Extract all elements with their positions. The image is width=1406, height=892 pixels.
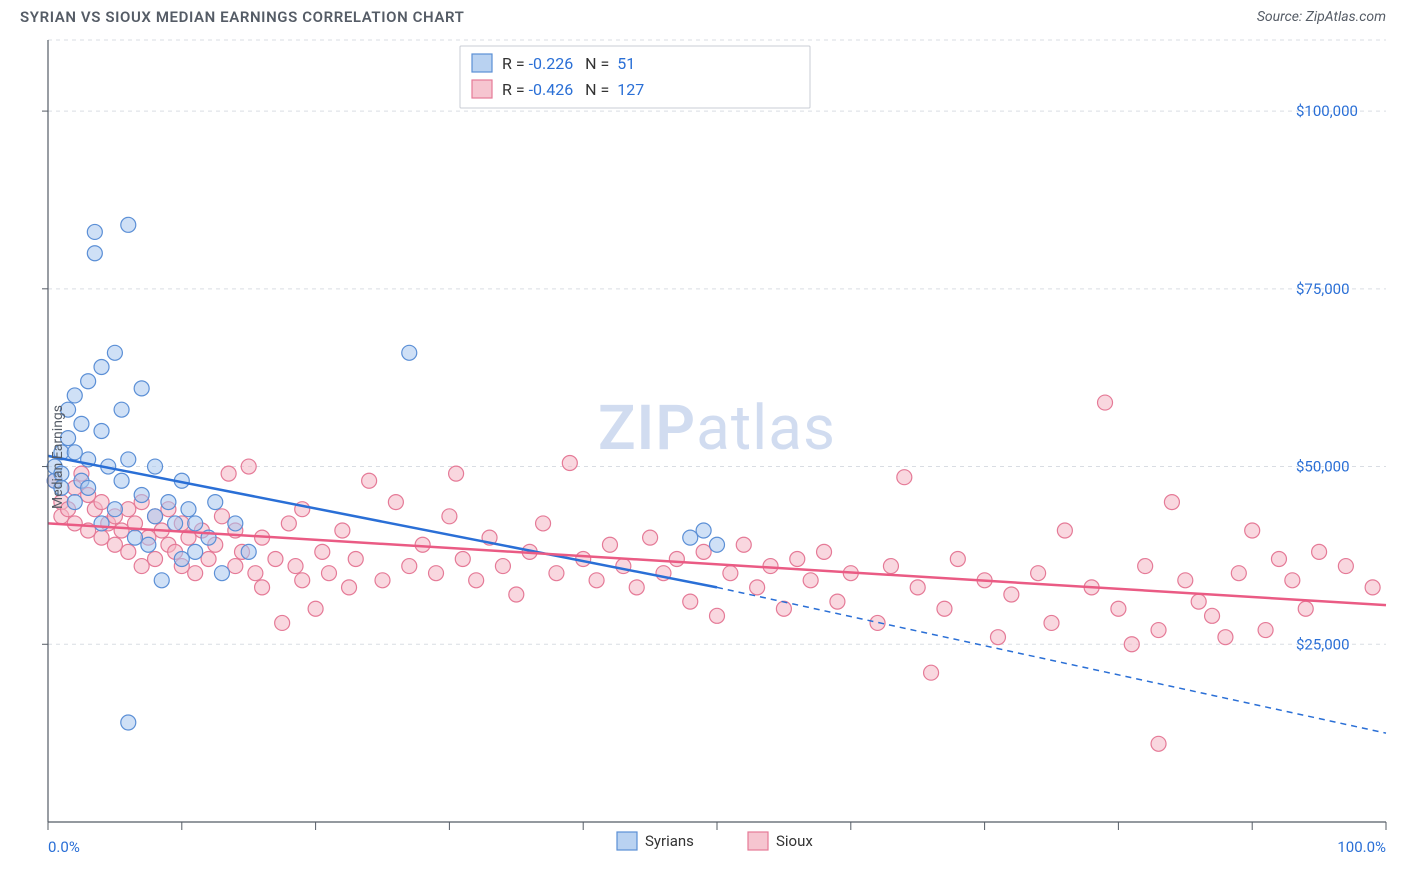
svg-text:R = -0.226 N = 51: R = -0.226 N = 51 (502, 54, 635, 73)
svg-text:$100,000: $100,000 (1296, 102, 1358, 120)
chart-title: SYRIAN VS SIOUX MEDIAN EARNINGS CORRELAT… (20, 8, 465, 26)
svg-text:$25,000: $25,000 (1296, 635, 1350, 653)
svg-text:ZIPatlas: ZIPatlas (598, 392, 836, 465)
svg-text:Sioux: Sioux (776, 832, 813, 850)
svg-text:Syrians: Syrians (645, 832, 694, 850)
svg-text:$75,000: $75,000 (1296, 280, 1350, 298)
svg-text:$50,000: $50,000 (1296, 458, 1350, 476)
svg-text:100.0%: 100.0% (1337, 838, 1386, 856)
chart-header: SYRIAN VS SIOUX MEDIAN EARNINGS CORRELAT… (0, 0, 1406, 32)
y-axis-label: Median Earnings (50, 405, 66, 509)
scatter-chart-svg: ZIPatlas 0.0% 100.0% $25,000 $50,000 $75,000 $… (0, 32, 1406, 882)
chart-source: Source: ZipAtlas.com (1257, 9, 1386, 25)
chart-area: Median Earnings ZIPatlas 0.0% 100.0% $25,00… (0, 32, 1406, 882)
svg-text:0.0%: 0.0% (48, 838, 80, 856)
svg-text:R = -0.426 N = 127: R = -0.426 N = 127 (502, 80, 644, 99)
